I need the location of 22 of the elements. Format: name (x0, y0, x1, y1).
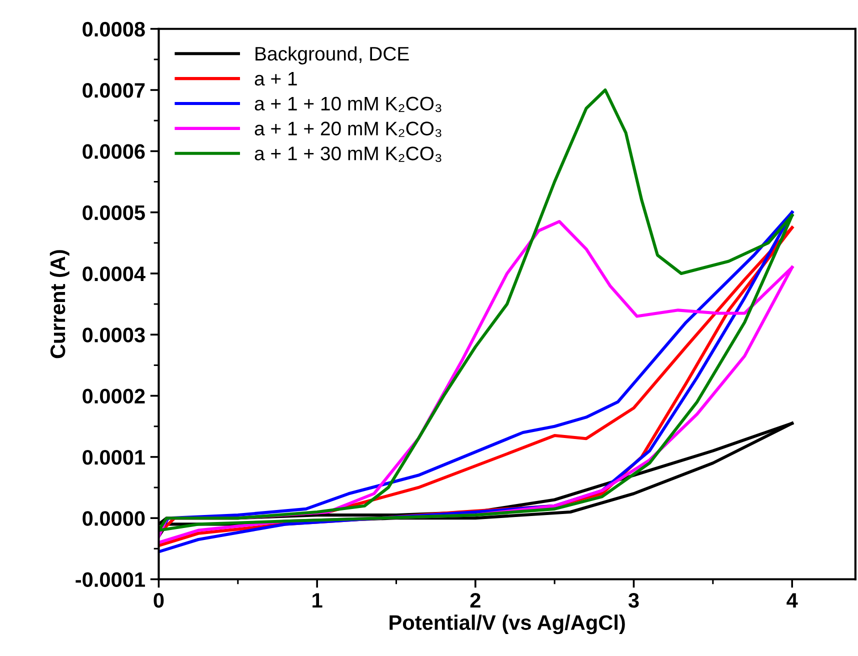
y-tick-label: 0.0003 (82, 328, 145, 342)
y-tick-label: -0.0001 (76, 572, 145, 587)
x-axis-title: Potential/V (vs Ag/AgCl) (390, 614, 625, 634)
x-tick-label: 0 (154, 592, 164, 608)
legend-label: a + 1 + 30 mM K₂CO₃ (254, 146, 442, 162)
y-tick-label: 0.0005 (82, 205, 145, 220)
legend-label: a + 1 (254, 72, 297, 86)
legend-label: a + 1 + 10 mM K₂CO₃ (254, 96, 442, 112)
y-axis-title: Current (A) (50, 250, 70, 358)
legend-label: a + 1 + 20 mM K₂CO₃ (254, 122, 442, 138)
x-tick-label: 4 (786, 593, 798, 608)
x-tick-label: 2 (470, 592, 480, 608)
y-tick-label: 0.0007 (82, 83, 145, 98)
y-tick-label: 0.0004 (82, 266, 146, 282)
y-tick-label: 0.0006 (82, 144, 145, 159)
y-tick-label: 0.0008 (82, 22, 145, 37)
x-tick-label: 1 (312, 593, 322, 608)
y-tick-label: 0.0001 (82, 450, 145, 465)
legend-label: Background, DCE (256, 46, 409, 64)
x-tick-label: 3 (628, 592, 639, 608)
y-tick-label: 0.0002 (82, 388, 145, 404)
y-tick-label: 0.0000 (82, 511, 145, 526)
